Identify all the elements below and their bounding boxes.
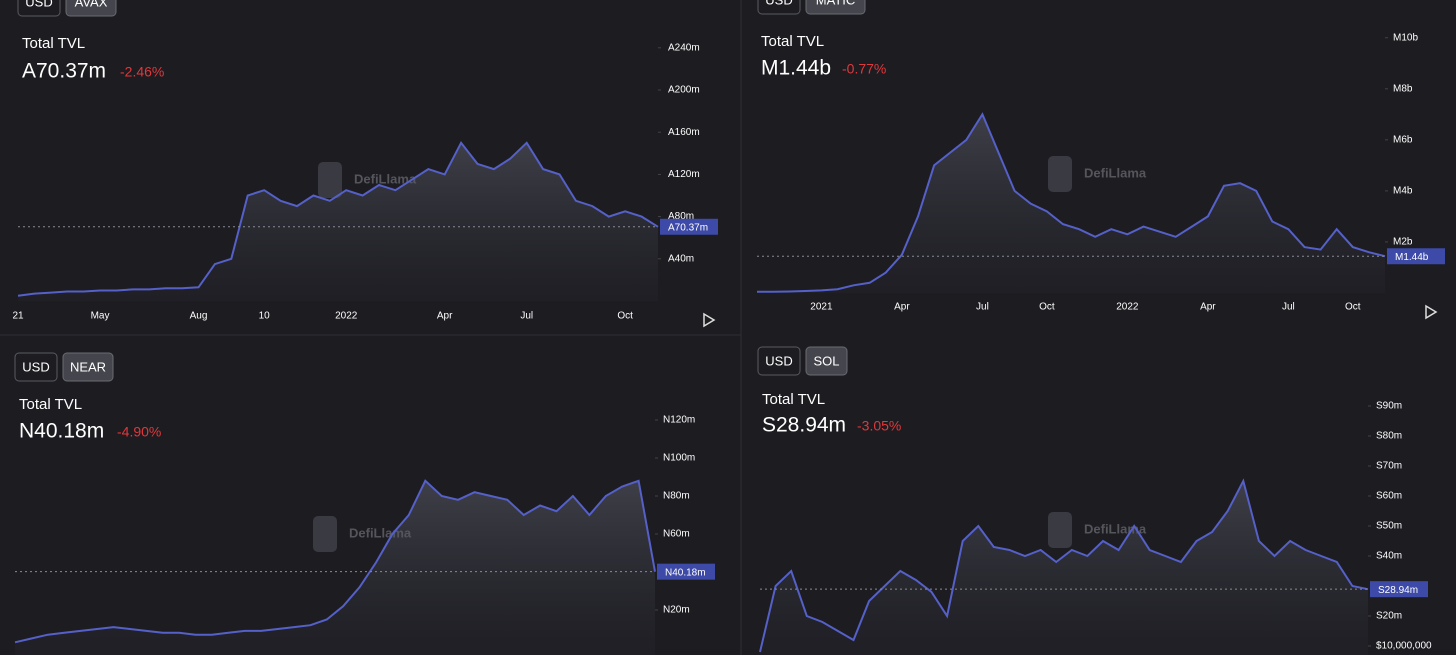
y-tick-label: S60m bbox=[1376, 491, 1402, 502]
token-label: AVAX bbox=[75, 0, 108, 9]
tvl-value: A70.37m bbox=[22, 60, 106, 83]
y-tick-label: S70m bbox=[1376, 461, 1402, 472]
y-tick-label: M10b bbox=[1393, 32, 1418, 43]
line bbox=[14, 479, 656, 644]
x-tick-label: Jul bbox=[976, 302, 989, 313]
x-tick-label: Apr bbox=[437, 311, 453, 322]
x-tick-label: 2021 bbox=[810, 302, 833, 313]
metric-label: Total TVL bbox=[761, 33, 824, 50]
line bbox=[757, 112, 1386, 293]
y-tick-label: S80m bbox=[1376, 431, 1402, 442]
x-tick-label: 10 bbox=[259, 311, 271, 322]
x-tick-label: 21 bbox=[12, 311, 24, 322]
watermark-logo bbox=[1048, 156, 1072, 192]
watermark: DefiLlama bbox=[1084, 165, 1147, 180]
price-tag bbox=[660, 218, 718, 235]
y-tick-label: N80m bbox=[663, 491, 690, 502]
y-tick-label: S50m bbox=[1376, 521, 1402, 532]
area-fill bbox=[15, 480, 655, 655]
currency-label: USD bbox=[22, 359, 49, 374]
price-tag-label: A70.37m bbox=[668, 222, 708, 233]
x-tick-label: Jul bbox=[520, 311, 533, 322]
currency-label: USD bbox=[765, 0, 792, 7]
watermark-logo bbox=[1048, 512, 1072, 548]
price-tag bbox=[1387, 248, 1445, 265]
metric-label: Total TVL bbox=[762, 391, 825, 408]
price-tag bbox=[657, 563, 715, 580]
token-label: MATIC bbox=[816, 0, 855, 7]
currency-label: USD bbox=[765, 353, 792, 368]
watermark-logo bbox=[313, 516, 337, 552]
play-button[interactable] bbox=[1425, 304, 1438, 320]
token-label: NEAR bbox=[70, 359, 106, 374]
tvl-value: M1.44b bbox=[761, 57, 831, 80]
y-tick-label: S20m bbox=[1376, 611, 1402, 622]
play-button[interactable] bbox=[703, 312, 716, 328]
token-button[interactable] bbox=[62, 352, 114, 382]
y-tick-label: A240m bbox=[668, 42, 700, 53]
x-tick-label: 2022 bbox=[335, 311, 358, 322]
currency-button[interactable] bbox=[757, 346, 801, 376]
x-tick-label: Apr bbox=[894, 302, 910, 313]
line bbox=[17, 140, 659, 297]
x-tick-label: Aug bbox=[190, 311, 208, 322]
y-tick-label: M8b bbox=[1393, 83, 1413, 94]
y-tick-label: $10,000,000 bbox=[1376, 641, 1432, 652]
tvl-value: N40.18m bbox=[19, 420, 104, 443]
x-tick-label: Apr bbox=[1200, 302, 1216, 313]
token-button[interactable] bbox=[65, 0, 117, 17]
currency-button[interactable] bbox=[17, 0, 61, 17]
tvl-change: -2.46% bbox=[120, 64, 164, 80]
y-tick-label: N100m bbox=[663, 453, 695, 464]
currency-button[interactable] bbox=[757, 0, 801, 15]
currency-label: USD bbox=[25, 0, 52, 9]
metric-label: Total TVL bbox=[22, 35, 85, 52]
x-tick-label: 2022 bbox=[1116, 302, 1139, 313]
price-tag bbox=[1370, 581, 1428, 598]
token-button[interactable] bbox=[805, 346, 848, 376]
tvl-change: -3.05% bbox=[857, 418, 901, 434]
y-tick-label: A200m bbox=[668, 85, 700, 96]
y-tick-label: N20m bbox=[663, 605, 690, 616]
watermark-logo bbox=[318, 162, 342, 198]
y-tick-label: M2b bbox=[1393, 237, 1413, 248]
token-button[interactable] bbox=[805, 0, 866, 15]
x-tick-label: Oct bbox=[1345, 302, 1361, 313]
y-tick-label: N60m bbox=[663, 529, 690, 540]
area-fill bbox=[757, 114, 1385, 293]
x-tick-label: May bbox=[91, 311, 110, 322]
y-tick-label: A120m bbox=[668, 169, 700, 180]
currency-button[interactable] bbox=[14, 352, 58, 382]
price-tag-label: S28.94m bbox=[1378, 585, 1418, 596]
token-label: SOL bbox=[813, 353, 839, 368]
tvl-value: S28.94m bbox=[762, 414, 846, 437]
y-tick-label: M6b bbox=[1393, 134, 1413, 145]
x-tick-label: Oct bbox=[617, 311, 633, 322]
y-tick-label: A80m bbox=[668, 211, 694, 222]
x-tick-label: Oct bbox=[1039, 302, 1055, 313]
y-tick-label: A160m bbox=[668, 127, 700, 138]
y-tick-label: M4b bbox=[1393, 186, 1413, 197]
tvl-change: -4.90% bbox=[117, 424, 161, 440]
y-tick-label: A40m bbox=[668, 253, 694, 264]
y-tick-label: S90m bbox=[1376, 401, 1402, 412]
area-fill bbox=[18, 142, 658, 301]
tvl-change: -0.77% bbox=[842, 61, 886, 77]
area-fill bbox=[760, 481, 1368, 655]
y-tick-label: N120m bbox=[663, 415, 695, 426]
price-tag-label: M1.44b bbox=[1395, 252, 1429, 263]
metric-label: Total TVL bbox=[19, 396, 82, 413]
price-tag-label: N40.18m bbox=[665, 567, 706, 578]
x-tick-label: Jul bbox=[1282, 302, 1295, 313]
y-tick-label: S40m bbox=[1376, 551, 1402, 562]
line bbox=[759, 478, 1369, 653]
watermark: DefiLlama bbox=[354, 171, 417, 186]
